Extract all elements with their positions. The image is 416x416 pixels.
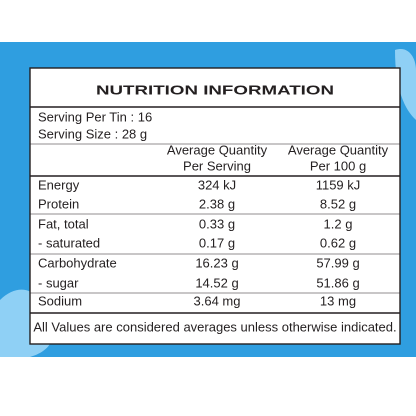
column-header: Average Quantity: [288, 142, 389, 157]
serving-per-tin: Serving Per Tin : 16: [38, 109, 152, 124]
nutrient-name: Sodium: [38, 293, 82, 308]
nutrient-name: - sugar: [38, 275, 79, 290]
nutrient-value: 51.86 g: [316, 275, 359, 290]
serving-size: Serving Size : 28 g: [38, 126, 147, 141]
nutrient-value: 1159 kJ: [316, 177, 361, 192]
nutrient-value: 8.52 g: [320, 196, 356, 211]
title: NUTRITION INFORMATION: [96, 82, 334, 97]
nutrient-name: Carbohydrate: [38, 255, 117, 270]
nutrient-value: 16.23 g: [195, 255, 238, 270]
footer-note: All Values are considered averages unles…: [33, 319, 396, 334]
nutrient-name: Protein: [38, 196, 79, 211]
nutrient-value: 0.33 g: [199, 216, 235, 231]
column-header: Per 100 g: [310, 158, 366, 173]
nutrient-value: 2.38 g: [199, 196, 235, 211]
column-header: Average Quantity: [167, 142, 268, 157]
column-header: Per Serving: [183, 158, 251, 173]
nutrient-value: 1.2 g: [324, 216, 353, 231]
nutrient-value: 0.17 g: [199, 235, 235, 250]
decoration: [395, 49, 416, 120]
nutrient-value: 13 mg: [320, 293, 356, 308]
nutrient-value: 324 kJ: [198, 177, 236, 192]
nutrient-value: 3.64 mg: [194, 293, 241, 308]
nutrient-name: Fat, total: [38, 216, 89, 231]
nutrient-name: - saturated: [38, 235, 100, 250]
nutrient-name: Energy: [38, 177, 80, 192]
nutrient-value: 57.99 g: [316, 255, 359, 270]
nutrient-value: 0.62 g: [320, 235, 356, 250]
nutrient-value: 14.52 g: [195, 275, 238, 290]
label-box: [29, 67, 401, 345]
